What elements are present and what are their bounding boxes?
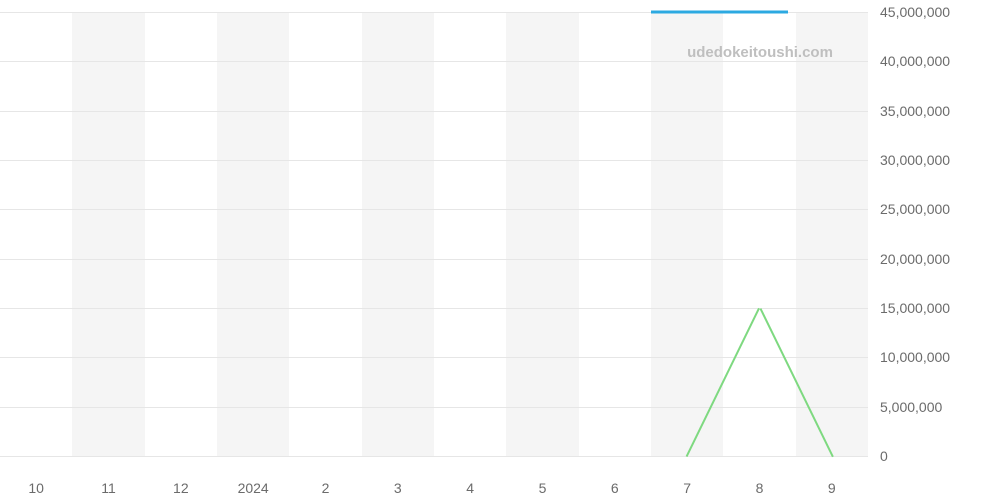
x-tick-label: 4 [466, 480, 474, 496]
plot-area [0, 12, 868, 456]
grid-line [0, 160, 868, 161]
grid-line [0, 308, 868, 309]
x-tick-label: 2 [322, 480, 330, 496]
x-tick-label: 5 [539, 480, 547, 496]
price-chart: 0 5,000,000 10,000,000 15,000,000 20,000,000… [0, 0, 1000, 500]
x-tick-label: 8 [756, 480, 764, 496]
x-band [579, 12, 651, 456]
y-tick-label: 20,000,000 [880, 251, 950, 267]
x-tick-label: 7 [683, 480, 691, 496]
x-band [72, 12, 144, 456]
x-tick-label: 10 [28, 480, 44, 496]
y-tick-label: 35,000,000 [880, 103, 950, 119]
x-band [217, 12, 289, 456]
y-tick-label: 30,000,000 [880, 152, 950, 168]
x-tick-label: 9 [828, 480, 836, 496]
x-tick-label: 3 [394, 480, 402, 496]
y-tick-label: 5,000,000 [880, 399, 942, 415]
watermark-text: udedokeitoushi.com [687, 44, 833, 61]
x-band [362, 12, 434, 456]
x-tick-label: 6 [611, 480, 619, 496]
x-band [0, 12, 72, 456]
x-band [145, 12, 217, 456]
series-blue-value-segment [651, 11, 788, 14]
y-tick-label: 15,000,000 [880, 300, 950, 316]
y-tick-label: 10,000,000 [880, 349, 950, 365]
grid-line [0, 209, 868, 210]
x-band [434, 12, 506, 456]
grid-line [0, 61, 868, 62]
y-tick-label: 0 [880, 448, 888, 464]
y-tick-label: 25,000,000 [880, 201, 950, 217]
x-tick-label: 2024 [238, 480, 269, 496]
grid-line [0, 456, 868, 457]
y-tick-label: 45,000,000 [880, 4, 950, 20]
grid-line [0, 407, 868, 408]
x-band [289, 12, 361, 456]
x-tick-label: 12 [173, 480, 189, 496]
x-band [723, 12, 795, 456]
grid-line [0, 357, 868, 358]
y-tick-label: 40,000,000 [880, 53, 950, 69]
grid-line [0, 259, 868, 260]
x-band [796, 12, 868, 456]
x-band [506, 12, 578, 456]
x-band [651, 12, 723, 456]
grid-line [0, 111, 868, 112]
x-tick-label: 11 [101, 480, 116, 496]
